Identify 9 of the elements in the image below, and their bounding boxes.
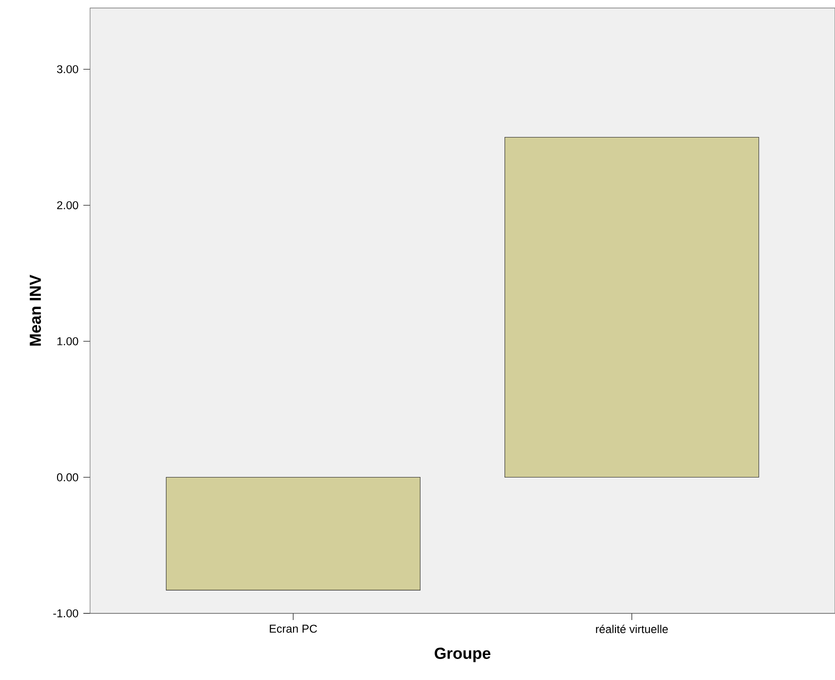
y-tick-label: 0.00 xyxy=(57,473,78,482)
y-tick-label: 2.00 xyxy=(57,201,78,210)
y-tick-label: 3.00 xyxy=(57,65,78,74)
y-axis-title: Mean INV xyxy=(30,274,41,346)
y-tick-label: -1.00 xyxy=(53,609,78,618)
x-tick-label: Ecran PC xyxy=(270,624,317,633)
x-tick-label: réalité virtuelle xyxy=(596,624,668,634)
y-tick-label: 1.00 xyxy=(57,337,78,346)
x-axis-title: Groupe xyxy=(434,648,490,662)
